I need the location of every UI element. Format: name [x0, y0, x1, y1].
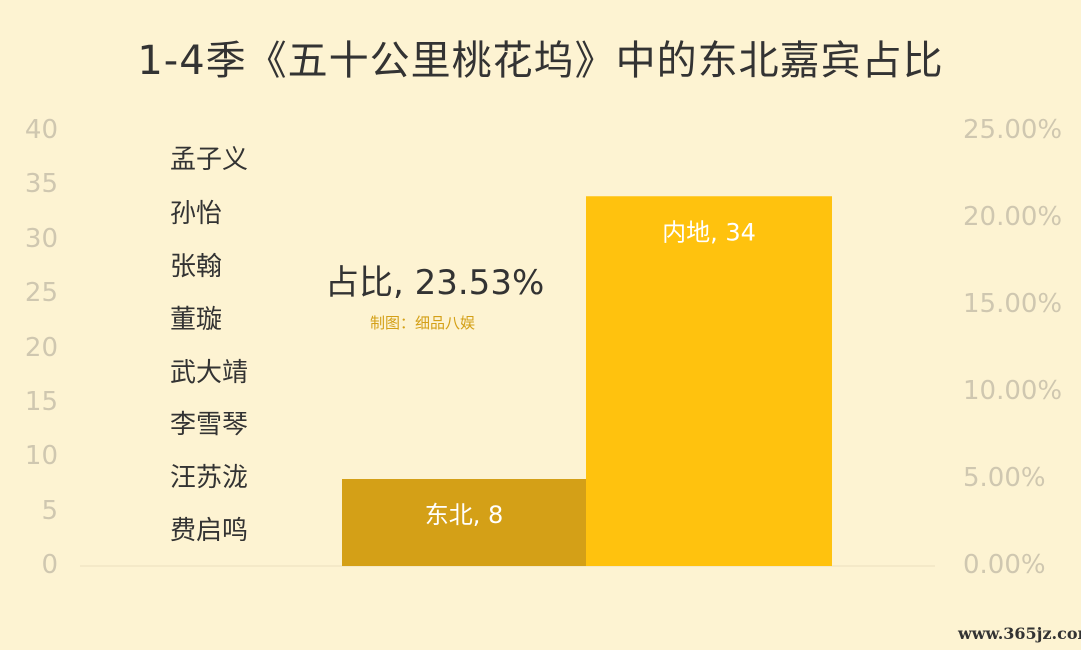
y-tick-label: 40 — [24, 115, 58, 145]
y-tick-label: 5 — [41, 495, 58, 526]
guest-name: 费启鸣 — [170, 516, 249, 546]
y-tick-label: 20 — [24, 332, 58, 363]
y-tick-label: 25 — [24, 278, 58, 309]
bar-东北 — [342, 479, 586, 566]
y-tick-label: 10 — [24, 441, 58, 472]
bar-data-label: 内地, 34 — [662, 218, 756, 246]
guest-name: 张翰 — [170, 252, 223, 282]
chart-title: 1-4季《五十公里桃花坞》中的东北嘉宾占比 — [137, 38, 944, 84]
guest-name: 孙怡 — [170, 199, 223, 229]
y2-tick-label: 25.00% — [963, 115, 1063, 145]
chart-credit: 制图：细品八娱 — [370, 314, 476, 332]
y2-tick-label: 0.00% — [963, 550, 1046, 580]
bar-data-label: 东北, 8 — [425, 501, 504, 529]
guest-name: 汪苏泷 — [170, 463, 249, 493]
guest-name: 董璇 — [170, 305, 223, 335]
y2-tick-label: 20.00% — [963, 202, 1063, 232]
y-tick-label: 35 — [24, 169, 58, 200]
y2-tick-label: 15.00% — [963, 289, 1063, 319]
y-tick-label: 15 — [24, 386, 58, 417]
ratio-annotation: 占比, 23.53% — [325, 263, 545, 303]
y-tick-label: 30 — [24, 223, 58, 254]
y-tick-label: 0 — [41, 550, 58, 580]
watermark: www.365jz.com — [958, 624, 1081, 643]
bar-内地 — [586, 196, 832, 566]
y2-tick-label: 10.00% — [963, 376, 1063, 406]
guest-name: 武大靖 — [170, 358, 249, 388]
guest-name: 李雪琴 — [170, 410, 249, 440]
y2-tick-label: 5.00% — [963, 463, 1046, 493]
guest-name: 孟子义 — [170, 145, 249, 175]
